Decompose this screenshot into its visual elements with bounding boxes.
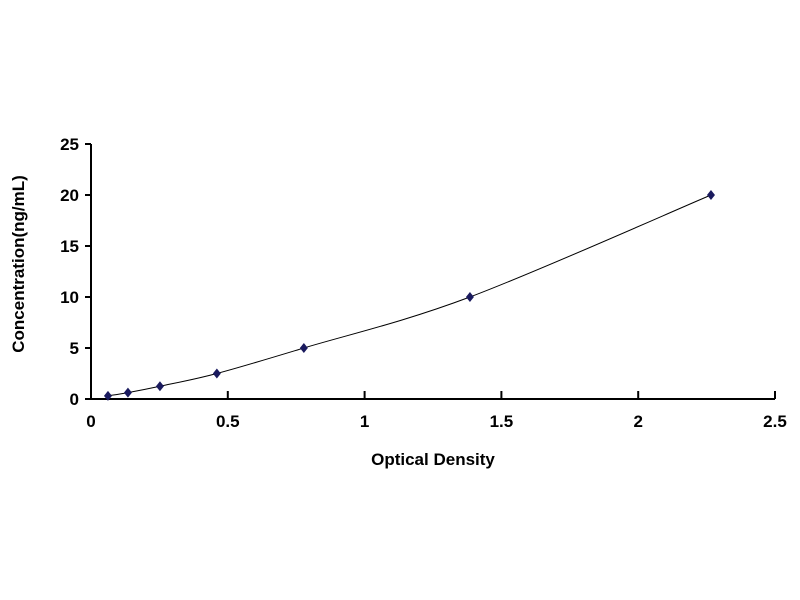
data-point <box>103 390 112 401</box>
fit-curve <box>107 194 712 397</box>
y-tick-label: 10 <box>60 288 79 307</box>
data-point <box>706 190 715 200</box>
y-tick-label: 15 <box>60 237 79 256</box>
data-point <box>465 292 474 302</box>
data-point <box>212 368 221 379</box>
x-tick-label: 2 <box>633 412 642 431</box>
x-tick-label: 1.5 <box>490 412 514 431</box>
y-tick-label: 20 <box>60 186 79 205</box>
y-tick-label: 0 <box>70 390 79 409</box>
y-tick-label: 5 <box>70 339 79 358</box>
x-tick-label: 2.5 <box>763 412 787 431</box>
data-point <box>155 381 164 392</box>
y-axis-label: Concentration(ng/mL) <box>9 175 28 353</box>
y-tick-label: 25 <box>60 135 79 154</box>
y-tick-labels: 0 5 10 15 20 25 <box>60 135 79 409</box>
x-tick-label: 0.5 <box>216 412 240 431</box>
x-tick-label: 1 <box>360 412 369 431</box>
x-tick-label: 0 <box>86 412 95 431</box>
data-points <box>103 190 715 401</box>
x-axis-label: Optical Density <box>371 450 495 469</box>
data-point <box>123 387 132 398</box>
axes <box>85 143 776 400</box>
data-point <box>299 343 308 353</box>
x-tick-labels: 0 0.5 1 1.5 2 2.5 <box>86 412 787 431</box>
